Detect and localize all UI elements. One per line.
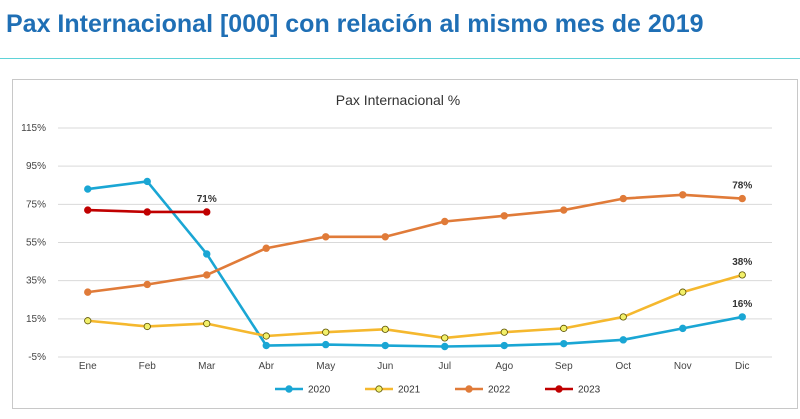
x-tick-label: Mar xyxy=(198,361,216,372)
data-labels: 71% 78% 38% 16% xyxy=(197,181,753,310)
data-point-2023 xyxy=(143,208,151,216)
y-tick-label: 95% xyxy=(26,161,46,172)
x-tick-label: Dic xyxy=(735,361,749,372)
x-tick-label: Sep xyxy=(555,361,573,372)
data-point-2022 xyxy=(84,288,92,296)
x-tick-label: Ene xyxy=(79,361,97,372)
legend-item-2022: 2022 xyxy=(455,385,511,396)
data-point-2022 xyxy=(262,244,270,252)
series-line-2022 xyxy=(86,193,744,294)
data-point-2020 xyxy=(381,341,389,350)
data-point-2021 xyxy=(203,320,211,328)
x-tick-label: Jun xyxy=(377,361,393,372)
x-tick-label: Abr xyxy=(258,361,274,372)
data-label: 78% xyxy=(732,181,752,192)
y-tick-label: 35% xyxy=(26,276,46,287)
legend-label: 2022 xyxy=(488,385,511,396)
data-point-2022 xyxy=(500,212,508,220)
legend-item-2021: 2021 xyxy=(365,385,421,396)
data-label: 16% xyxy=(732,299,752,310)
legend-item-2023: 2023 xyxy=(545,385,601,396)
y-tick-label: 55% xyxy=(26,238,46,249)
data-point-2022 xyxy=(203,271,211,279)
x-tick-label: Jul xyxy=(438,361,451,372)
data-point-2022 xyxy=(560,206,568,214)
x-tick-label: Ago xyxy=(495,361,513,372)
y-tick-label: -5% xyxy=(28,352,46,363)
x-tick-label: Feb xyxy=(139,361,157,372)
data-point-2022 xyxy=(738,194,746,203)
data-point-2020 xyxy=(441,342,449,351)
y-tick-label: 75% xyxy=(26,199,46,210)
legend-swatch-marker xyxy=(375,385,383,393)
series-line-2021 xyxy=(86,273,744,340)
series-layer xyxy=(84,177,746,351)
x-axis-ticks: Ene Feb Mar Abr May Jun Jul Ago Sep Oct Nov Dic xyxy=(79,361,750,372)
series-2021 xyxy=(84,271,746,342)
data-point-2023 xyxy=(203,208,211,216)
legend-swatch-marker xyxy=(285,385,293,393)
legend-label: 2020 xyxy=(308,385,331,396)
data-point-2021 xyxy=(381,325,389,333)
legend-label: 2021 xyxy=(398,385,421,396)
page-title: Pax Internacional [000] con relación al … xyxy=(6,10,704,38)
data-point-2021 xyxy=(560,324,568,332)
data-point-2020 xyxy=(500,341,508,350)
data-point-2020 xyxy=(738,313,746,321)
data-point-2020 xyxy=(679,324,687,333)
series-2020 xyxy=(84,177,746,351)
data-label: 71% xyxy=(197,194,217,205)
data-point-2020 xyxy=(560,339,568,348)
data-point-2021 xyxy=(500,328,508,336)
data-point-2022 xyxy=(143,280,151,289)
data-point-2020 xyxy=(619,336,627,344)
legend-swatch-marker xyxy=(465,385,473,393)
data-point-2021 xyxy=(441,334,449,342)
series-2022 xyxy=(84,191,746,296)
gridlines xyxy=(58,127,772,358)
data-label: 38% xyxy=(732,257,752,268)
data-point-2021 xyxy=(262,332,270,340)
series-line-2020 xyxy=(86,180,744,348)
legend: 2020 2021 2022 2023 xyxy=(275,385,601,396)
data-point-2020 xyxy=(262,341,270,350)
data-point-2021 xyxy=(738,271,746,279)
title-divider xyxy=(0,58,800,59)
data-point-2022 xyxy=(619,194,627,203)
y-axis-ticks: -5% 15% 35% 55% 75% 95% 115% xyxy=(21,123,46,363)
y-tick-label: 115% xyxy=(21,123,46,134)
data-point-2020 xyxy=(203,250,211,258)
data-point-2021 xyxy=(143,322,151,331)
data-point-2022 xyxy=(679,191,687,199)
data-point-2021 xyxy=(679,288,687,296)
data-point-2022 xyxy=(322,233,330,241)
chart-frame xyxy=(12,79,798,409)
legend-item-2020: 2020 xyxy=(275,385,331,396)
data-point-2021 xyxy=(84,317,92,325)
legend-swatch-marker xyxy=(555,385,563,393)
data-point-2020 xyxy=(322,340,330,349)
y-tick-label: 15% xyxy=(26,314,46,325)
data-point-2020 xyxy=(143,177,151,186)
x-tick-label: May xyxy=(316,361,335,372)
series-2023 xyxy=(84,206,211,216)
data-point-2023 xyxy=(84,206,92,214)
data-point-2021 xyxy=(619,313,627,321)
data-point-2022 xyxy=(381,233,389,241)
chart-title: Pax Internacional % xyxy=(336,92,461,108)
x-tick-label: Nov xyxy=(674,361,692,372)
data-point-2021 xyxy=(322,328,330,336)
legend-label: 2023 xyxy=(578,385,601,396)
x-tick-label: Oct xyxy=(615,361,631,372)
data-point-2020 xyxy=(84,185,92,193)
data-point-2022 xyxy=(441,217,449,226)
